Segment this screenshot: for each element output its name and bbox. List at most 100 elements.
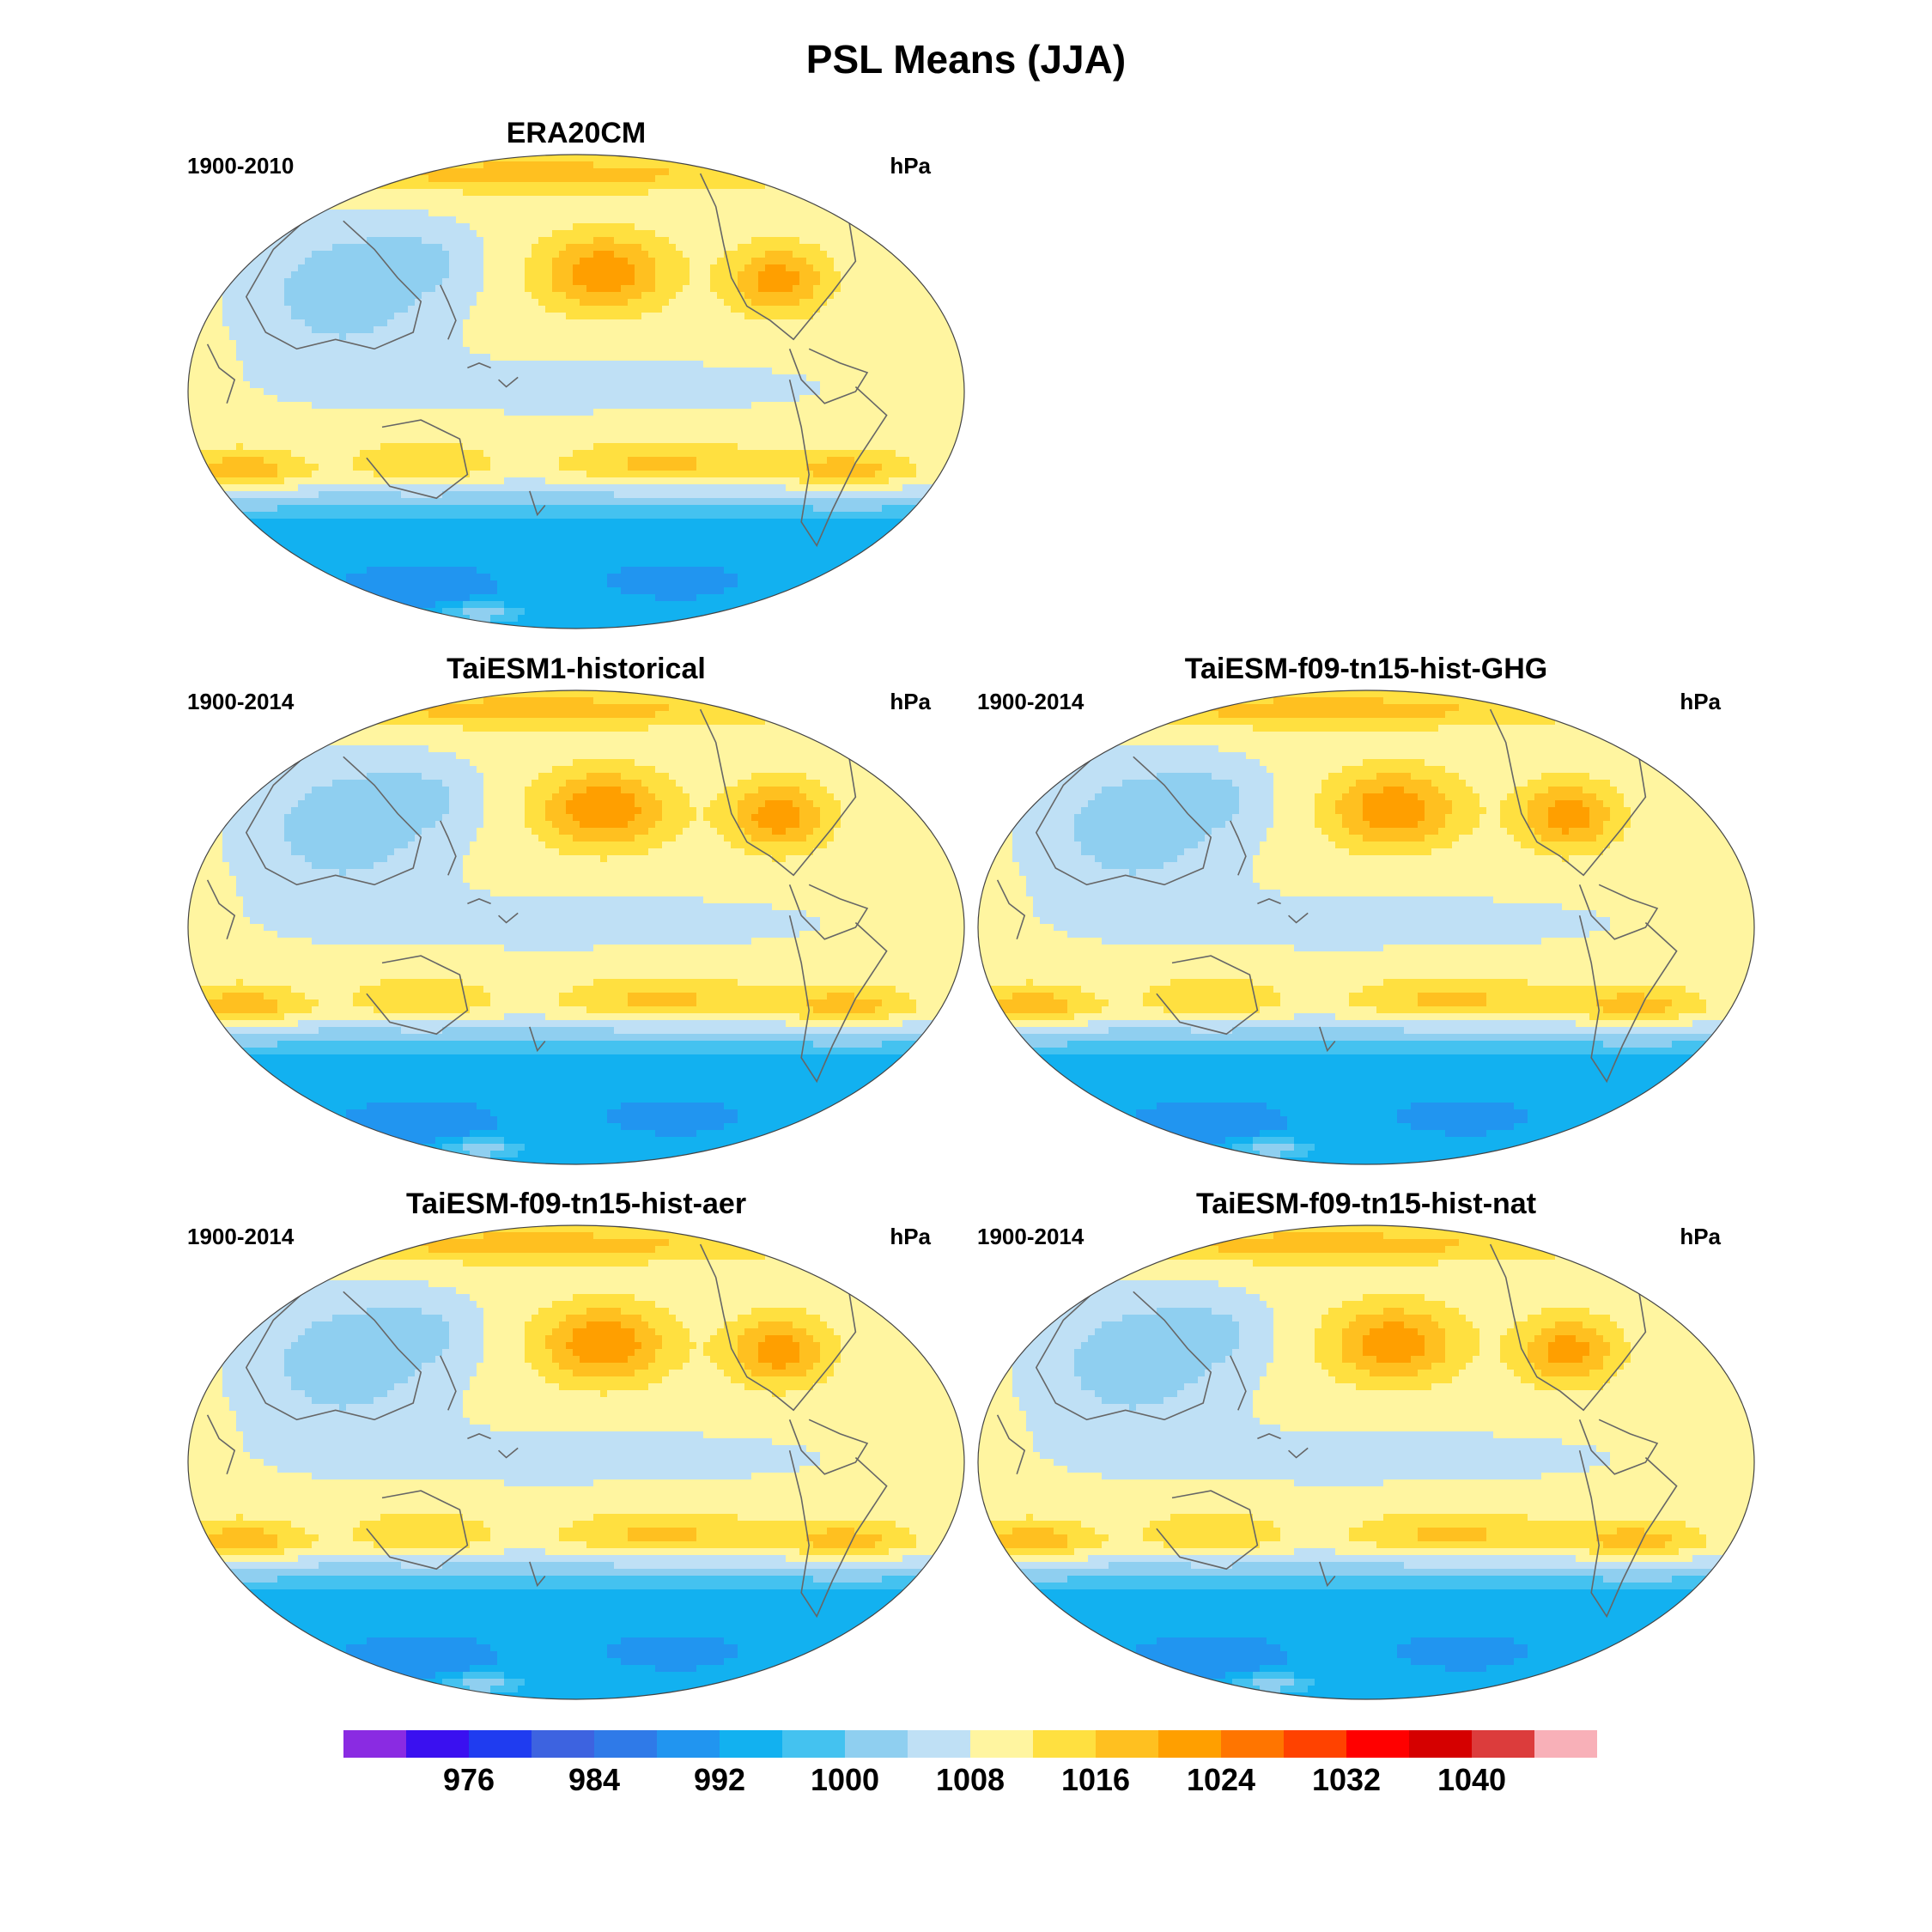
coastline [206, 1414, 236, 1475]
coastline [1578, 1450, 1678, 1619]
coastline [1489, 1243, 1647, 1412]
coastline [788, 884, 869, 940]
coastline [440, 820, 457, 876]
coastline [1035, 756, 1212, 886]
coastline [1230, 1355, 1247, 1411]
panel-title: TaiESM-f09-tn15-hist-aer [187, 1188, 965, 1221]
coastline [467, 362, 491, 369]
colorbar-swatch [908, 1730, 970, 1758]
coastline [245, 756, 422, 886]
colorbar-swatch [970, 1730, 1033, 1758]
coastline [788, 380, 888, 548]
map-plot [187, 154, 965, 629]
coastline [1230, 820, 1247, 876]
colorbar-swatch [657, 1730, 720, 1758]
pressure-field [978, 690, 1754, 1164]
coastline [1156, 1490, 1259, 1571]
colorbar-swatch [469, 1730, 532, 1758]
colorbar-tick-label: 1008 [936, 1762, 1005, 1798]
coastline [440, 284, 457, 340]
coastline [467, 898, 491, 905]
colorbar-swatch [406, 1730, 469, 1758]
coastline [1578, 1419, 1659, 1475]
coastline [699, 708, 857, 877]
coastline [1578, 915, 1678, 1084]
colorbar-tick-label: 992 [694, 1762, 745, 1798]
colorbar-swatch [1033, 1730, 1096, 1758]
coastline [1288, 912, 1309, 924]
pressure-field [188, 155, 964, 629]
colorbar-swatch [1221, 1730, 1284, 1758]
coastline [467, 1433, 491, 1440]
pressure-field [188, 690, 964, 1164]
map-plot [187, 690, 965, 1165]
coastline [1319, 1561, 1336, 1588]
coastline [1257, 898, 1281, 905]
coastline [206, 879, 236, 940]
panel-units: hPa [890, 1224, 931, 1250]
colorbar-swatch [1409, 1730, 1472, 1758]
colorbar-swatch [1284, 1730, 1346, 1758]
panel-period: 1900-2014 [977, 689, 1084, 715]
coastline [996, 879, 1026, 940]
coastline [1035, 1291, 1212, 1421]
coastline [1257, 1433, 1281, 1440]
coastline [788, 915, 888, 1084]
map-plot [187, 1224, 965, 1700]
coastline [788, 1419, 869, 1475]
coastline [440, 1355, 457, 1411]
colorbar-swatch [594, 1730, 657, 1758]
colorbar-swatch [1158, 1730, 1221, 1758]
colorbar-swatch [1534, 1730, 1597, 1758]
coastline [498, 376, 519, 388]
map-outline [977, 690, 1755, 1165]
coastline [788, 348, 869, 404]
coastline [206, 343, 236, 404]
panel-period: 1900-2014 [977, 1224, 1084, 1250]
panel-period: 1900-2014 [187, 1224, 294, 1250]
coastline [788, 1450, 888, 1619]
coastline [699, 173, 857, 341]
panel-units: hPa [890, 153, 931, 179]
coastline [529, 490, 546, 517]
panel-title: TaiESM-f09-tn15-hist-nat [977, 1188, 1755, 1221]
colorbar-swatch [1096, 1730, 1158, 1758]
colorbar-tick-label: 1016 [1061, 1762, 1130, 1798]
coastline [996, 1414, 1026, 1475]
panel-title: ERA20CM [187, 117, 965, 150]
coastline [1319, 1026, 1336, 1053]
colorbar-swatch [532, 1730, 594, 1758]
colorbar-tick-label: 984 [568, 1762, 620, 1798]
colorbar-swatch [1472, 1730, 1534, 1758]
colorbar-swatch [845, 1730, 908, 1758]
coastline [699, 1243, 857, 1412]
coastline [498, 912, 519, 924]
coastline [366, 955, 469, 1036]
panel-units: hPa [890, 689, 931, 715]
map-panel: TaiESM-f09-tn15-hist-nat 1900-2014 hPa [977, 1188, 1755, 1700]
pressure-field [978, 1225, 1754, 1699]
coastline [245, 1291, 422, 1421]
coastline [529, 1026, 546, 1053]
map-outline [187, 690, 965, 1165]
colorbar-swatch [1346, 1730, 1409, 1758]
map-outline [187, 1224, 965, 1700]
colorbar-swatch [720, 1730, 782, 1758]
panel-units: hPa [1680, 1224, 1721, 1250]
panel-title: TaiESM1-historical [187, 653, 965, 686]
map-panel: TaiESM1-historical 1900-2014 hPa [187, 653, 965, 1165]
colorbar-tick-label: 1032 [1312, 1762, 1381, 1798]
map-outline [977, 1224, 1755, 1700]
map-plot [977, 690, 1755, 1165]
colorbar-tick-label: 1024 [1187, 1762, 1255, 1798]
map-plot [977, 1224, 1755, 1700]
coastline [1578, 884, 1659, 940]
map-panel: ERA20CM 1900-2010 hPa [187, 117, 965, 629]
coastline [245, 220, 422, 350]
map-panel: TaiESM-f09-tn15-hist-GHG 1900-2014 hPa [977, 653, 1755, 1165]
colorbar-swatch [343, 1730, 406, 1758]
coastline [498, 1447, 519, 1459]
map-outline [187, 154, 965, 629]
coastline [366, 419, 469, 500]
page-title: PSL Means (JJA) [0, 36, 1932, 82]
